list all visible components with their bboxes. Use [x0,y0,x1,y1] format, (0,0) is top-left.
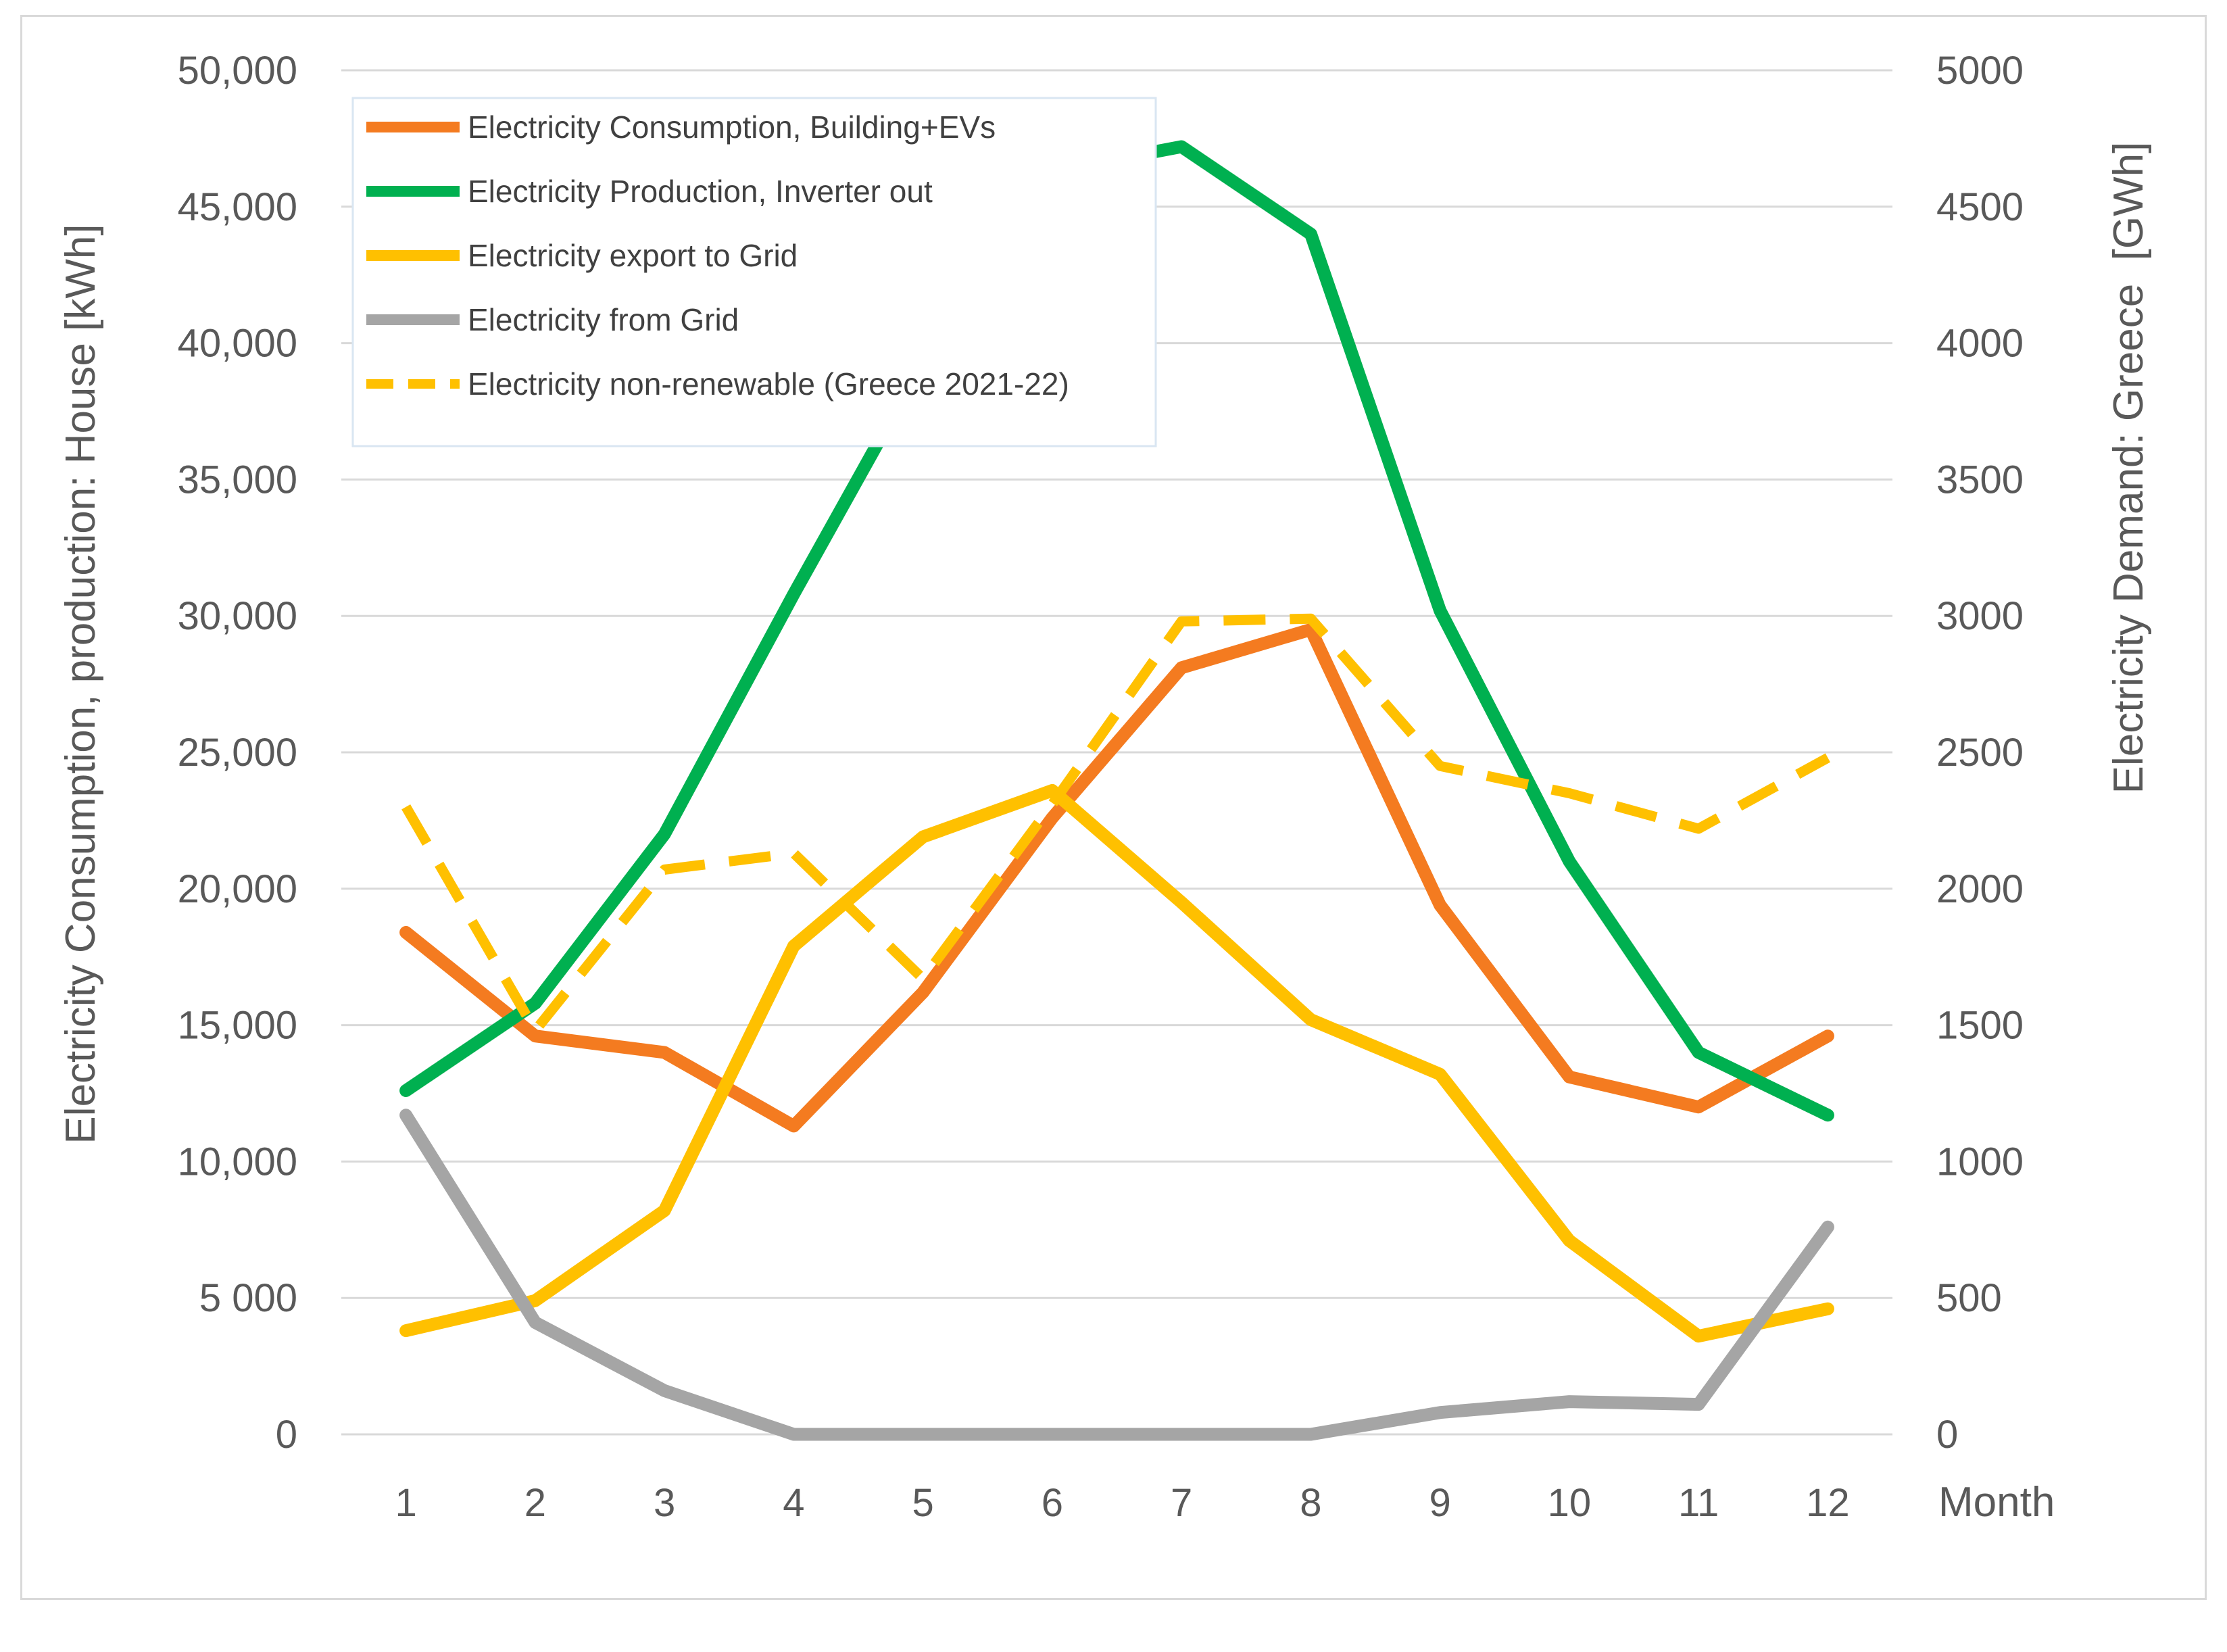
y-tick-label: 15,000 [178,1004,297,1048]
y2-tick-label: 1000 [1936,1140,2024,1184]
y2-tick-label: 1500 [1936,1004,2024,1048]
legend-entry: Electricity Consumption, Building+EVs [468,110,996,145]
series-line-1 [399,623,1834,1133]
y-tick-label: 20,000 [178,867,297,911]
legend-entry: Electricity non-renewable (Greece 2021-2… [468,366,1069,402]
x-tick-label: 6 [1042,1481,1063,1525]
x-tick-label: 5 [912,1481,933,1525]
y2-tick-label: 3500 [1936,458,2024,502]
y2-axis-label: Electricity Demand: Greece [GWh] [2105,142,2152,794]
y-axis-label: Electricity Consumption, production: Hou… [57,224,104,1144]
y-tick-label: 45,000 [178,185,297,229]
x-tick-label: 7 [1171,1481,1192,1525]
y-tick-label: 10,000 [178,1140,297,1184]
x-tick-label: 4 [783,1481,804,1525]
x-tick-label: 9 [1429,1481,1450,1525]
left-axis-ticks: 0 5 000 10,000 15,000 20,000 25,000 30,000 35,0… [178,49,297,1457]
x-tick-label: 3 [654,1481,675,1525]
x-tick-label: 1 [395,1481,416,1525]
x-axis-ticks: 1 2 3 4 5 6 7 8 9 10 11 12 [395,1481,1849,1525]
y-tick-label: 50,000 [178,49,297,93]
legend-box [351,97,1157,447]
y2-tick-label: 3000 [1936,594,2024,638]
series-line-4 [399,1109,1834,1441]
y2-tick-label: 4500 [1936,185,2024,229]
y-tick-label: 25,000 [178,731,297,775]
legend-entry: Electricity export to Grid [468,238,798,273]
y-tick-label: 0 [276,1413,297,1457]
y-tick-label: 5 000 [199,1276,297,1320]
y2-tick-label: 500 [1936,1276,2002,1320]
y2-tick-label: 4000 [1936,322,2024,366]
y2-tick-label: 0 [1936,1413,1958,1457]
y2-tick-label: 2500 [1936,731,2024,775]
x-tick-label: 11 [1678,1481,1719,1525]
y2-tick-label: 5000 [1936,49,2024,93]
series-line-3 [399,784,1834,1343]
y-tick-label: 40,000 [178,322,297,366]
x-axis-label: Month [1938,1479,2055,1526]
x-tick-label: 12 [1806,1481,1850,1525]
y-tick-label: 30,000 [178,594,297,638]
y2-tick-label: 2000 [1936,867,2024,911]
right-axis-ticks: 0 500 1000 1500 2000 2500 3000 3500 4000 4500 5000 [1936,49,2024,1457]
legend-entry: Electricity Production, Inverter out [468,174,933,209]
y-tick-label: 35,000 [178,458,297,502]
legend-entry: Electricity from Grid [468,302,739,337]
legend: Electricity Consumption, Building+EVs Ele… [351,97,1157,447]
x-tick-label: 8 [1300,1481,1321,1525]
x-tick-label: 2 [524,1481,546,1525]
x-tick-label: 10 [1548,1481,1592,1525]
series-line-5 [401,613,1831,1036]
